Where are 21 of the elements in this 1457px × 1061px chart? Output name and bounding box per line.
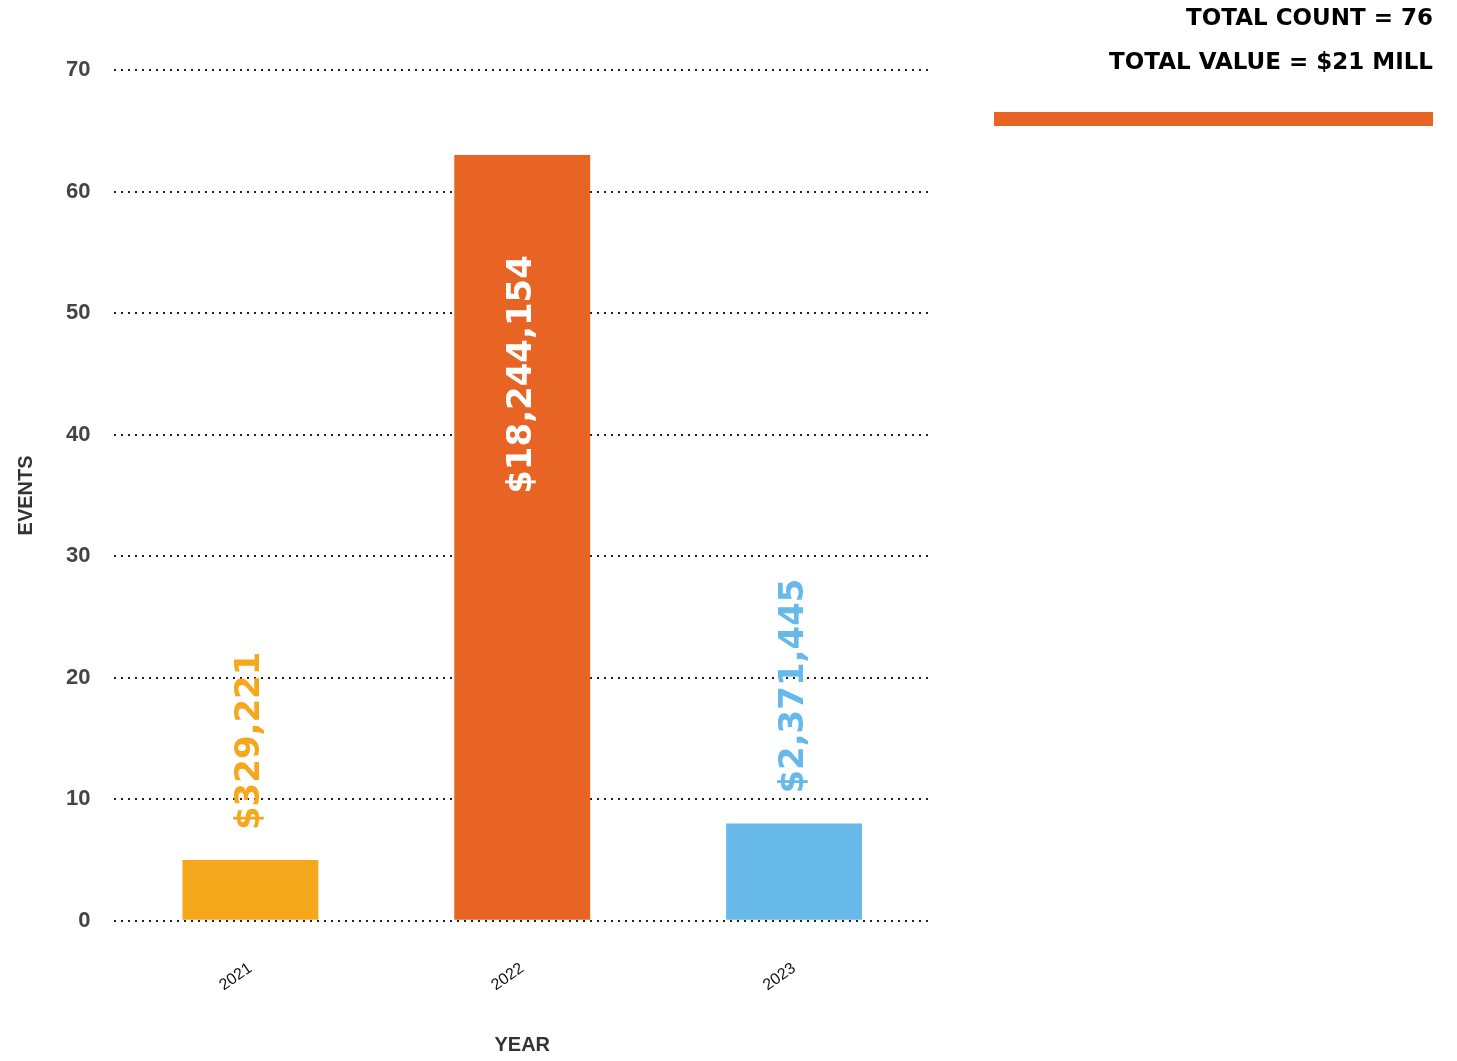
y-tick-label: 10 bbox=[65, 785, 91, 811]
x-tick-label: 2023 bbox=[759, 958, 799, 994]
y-tick-label: 50 bbox=[65, 299, 91, 325]
y-tick-label: 60 bbox=[65, 177, 91, 203]
bar bbox=[454, 155, 591, 920]
y-tick-label: 0 bbox=[78, 906, 91, 932]
y-tick-label: 70 bbox=[65, 56, 91, 82]
x-axis-title: YEAR bbox=[494, 1032, 551, 1055]
y-tick-label: 40 bbox=[65, 420, 91, 446]
text: TOTAL COUNT = 76 bbox=[1185, 4, 1433, 30]
y-tick-label: 20 bbox=[65, 663, 91, 689]
text: TOTAL VALUE = $21 MILL bbox=[1109, 48, 1433, 74]
bar bbox=[726, 823, 863, 920]
y-tick-label: 30 bbox=[65, 542, 91, 568]
annotation: $2,371,445 bbox=[770, 578, 811, 794]
bar bbox=[182, 860, 319, 920]
x-tick-label: 2021 bbox=[215, 958, 255, 994]
y-axis-title: EVENTS bbox=[13, 455, 36, 536]
annotation: $18,244,154 bbox=[499, 255, 540, 494]
x-tick-label: 2022 bbox=[487, 958, 527, 994]
annotation: $329,221 bbox=[227, 651, 268, 831]
